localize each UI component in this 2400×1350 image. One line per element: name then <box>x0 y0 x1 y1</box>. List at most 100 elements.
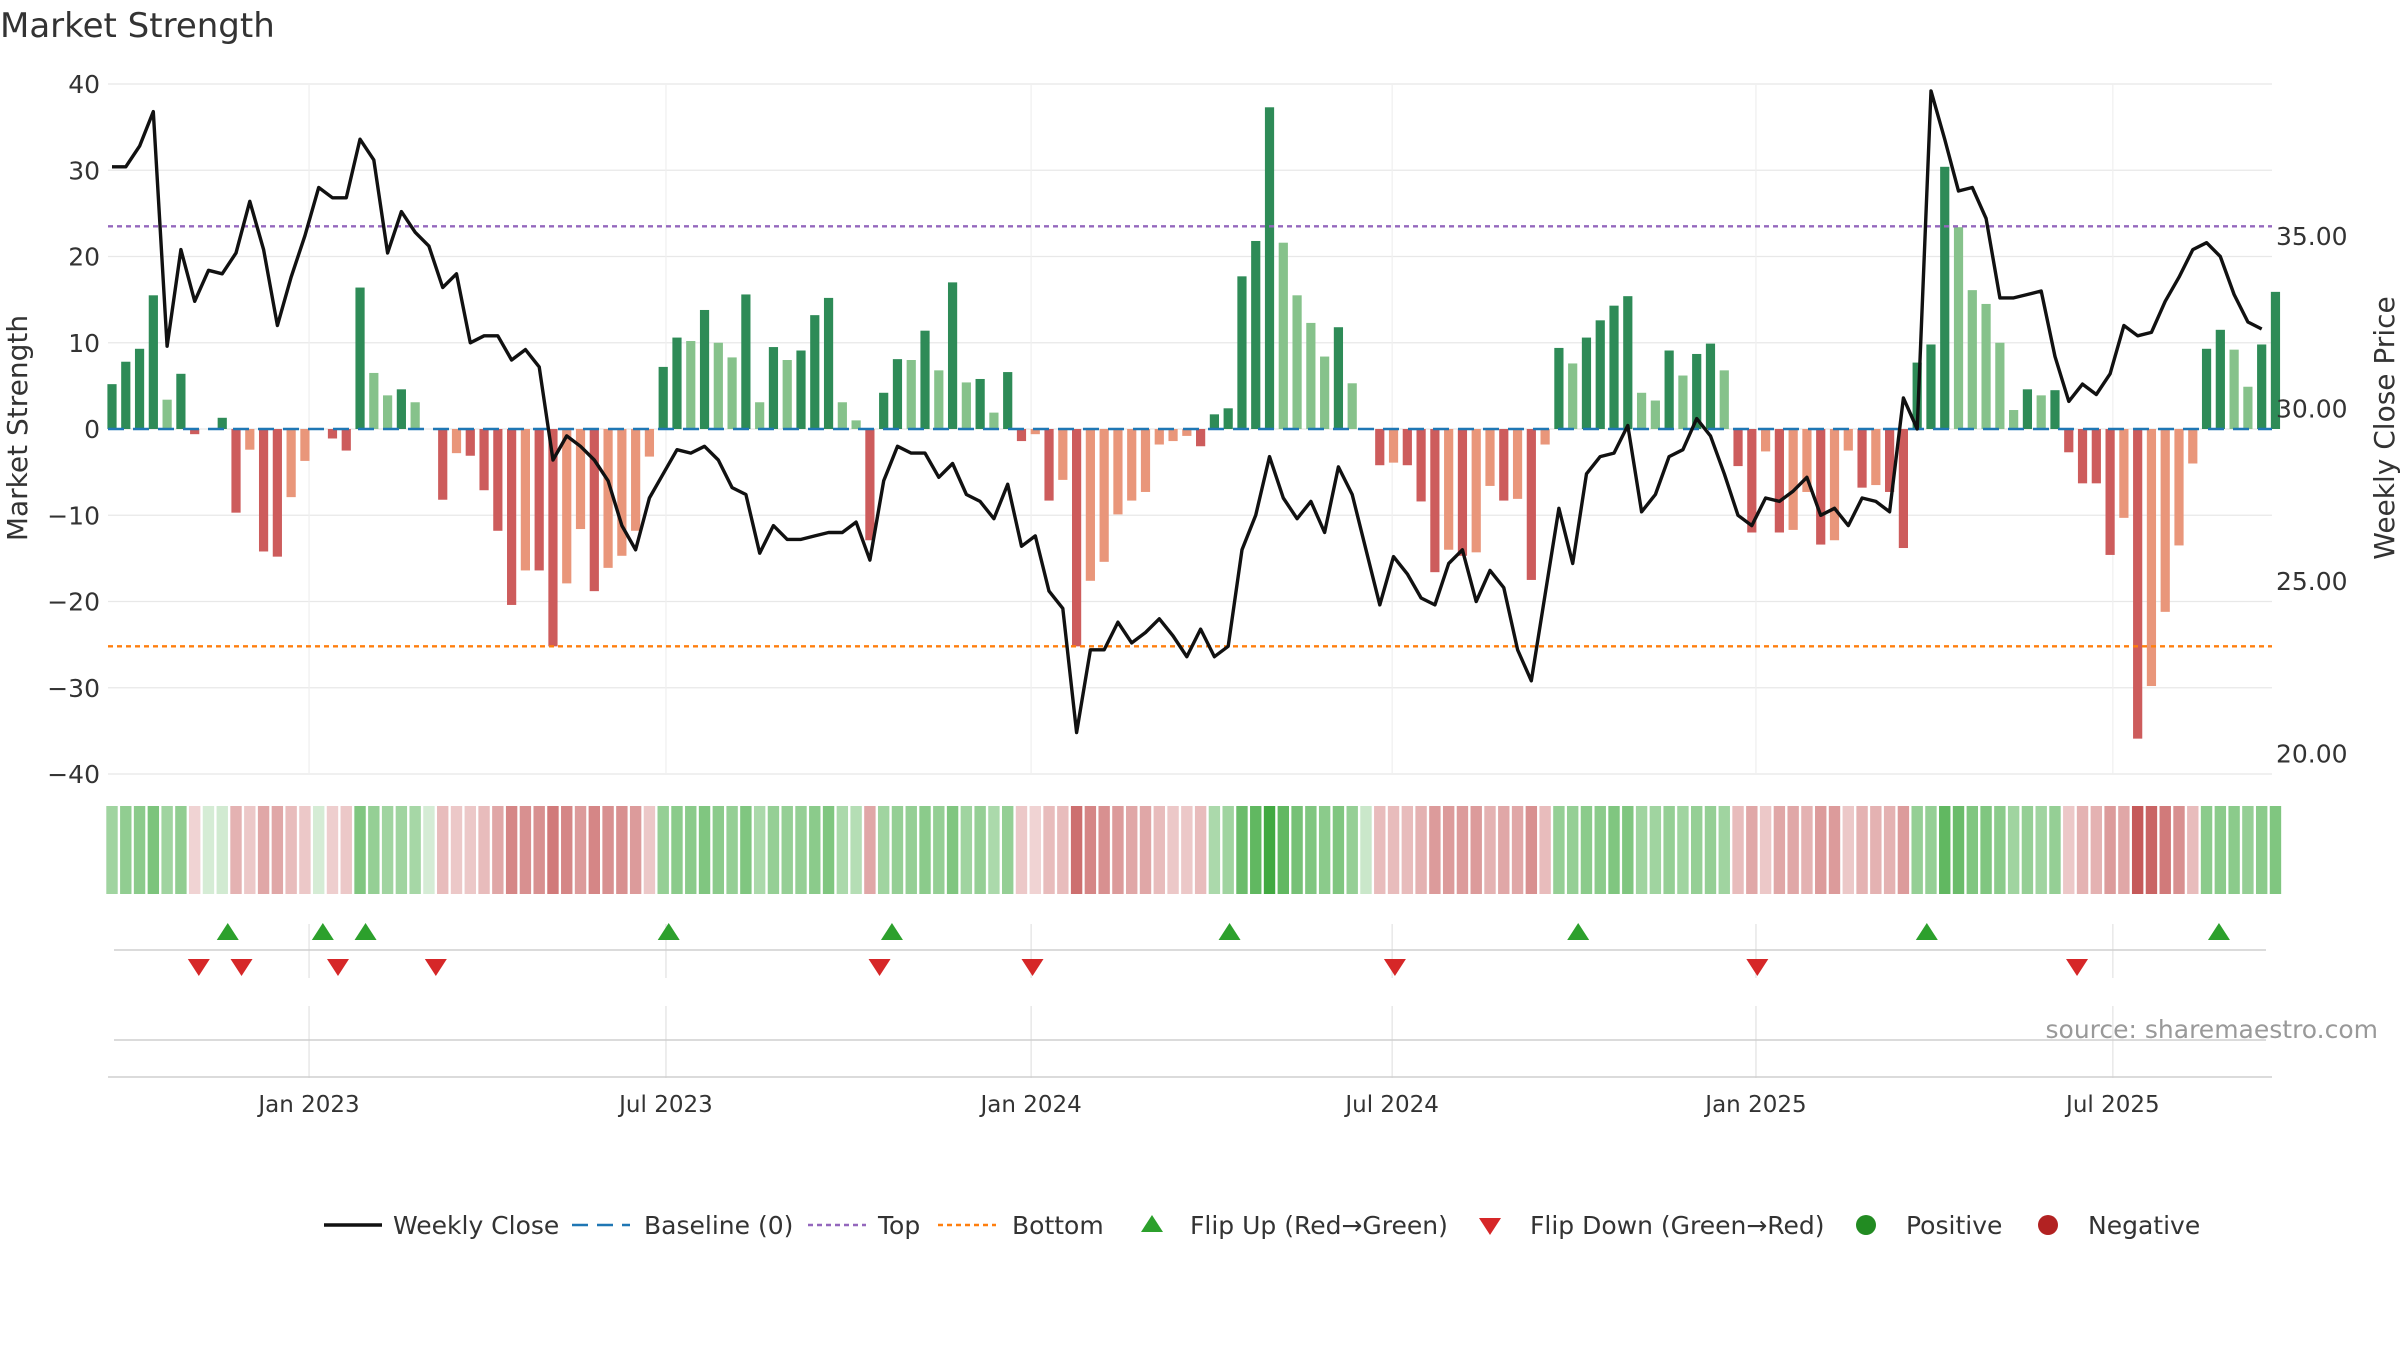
heat-cell <box>1842 806 1854 894</box>
strength-bar <box>1085 429 1095 581</box>
flip-down-marker <box>424 959 447 976</box>
strength-bar <box>2091 429 2101 484</box>
strength-bar <box>2009 410 2019 429</box>
heat-cell <box>395 806 408 894</box>
strength-bar <box>1237 276 1247 429</box>
strength-bar <box>1788 429 1798 530</box>
strength-bar <box>796 350 806 429</box>
heat-cell <box>1043 806 1055 894</box>
strength-bar <box>2022 389 2033 429</box>
strength-bar <box>686 341 696 429</box>
heat-cell <box>1057 806 1069 894</box>
strength-bar <box>1650 400 1660 429</box>
legend-item-negative: Negative <box>2038 1211 2200 1240</box>
strength-bar <box>1568 363 1578 429</box>
strength-bar <box>410 402 420 429</box>
flip-up-marker <box>1567 923 1590 940</box>
strength-bar <box>1816 429 1826 545</box>
heat-cell <box>299 806 311 894</box>
heat-cell <box>2076 806 2089 894</box>
heat-cell <box>836 806 849 894</box>
heat-cell <box>643 806 656 894</box>
strength-bar <box>810 315 820 429</box>
heat-cell <box>2200 806 2213 894</box>
heat-cell <box>1194 806 1207 894</box>
heat-cell <box>561 806 573 894</box>
flip-up-marker <box>2207 923 2230 940</box>
strength-bar <box>2243 386 2253 429</box>
legend-label: Baseline (0) <box>644 1211 793 1240</box>
strength-bar <box>1444 429 1454 550</box>
heat-cell <box>1732 806 1744 894</box>
heat-cell <box>1635 806 1648 894</box>
legend-swatch <box>1479 1218 1501 1235</box>
heat-cell <box>1222 806 1234 894</box>
strength-bar <box>1113 429 1123 515</box>
strength-bar <box>1320 356 1330 429</box>
heat-cell <box>795 806 807 894</box>
heat-cell <box>1263 806 1276 894</box>
heat-cell <box>230 806 242 894</box>
heat-cell <box>271 806 284 894</box>
strength-bar <box>975 378 985 429</box>
strength-bar <box>1333 327 1344 429</box>
strength-bar <box>989 412 999 429</box>
strength-bar <box>589 429 599 592</box>
heat-cell <box>2049 806 2061 894</box>
strength-bar <box>1388 429 1399 463</box>
heat-cell <box>781 806 793 894</box>
heat-cell <box>1126 806 1138 894</box>
heat-cell <box>1759 806 1772 894</box>
heat-cell <box>1897 806 1910 894</box>
strength-bar <box>1003 372 1013 429</box>
heat-cell <box>809 806 821 894</box>
y-tick-label: −20 <box>47 588 100 617</box>
heat-cell <box>202 806 215 894</box>
strength-bar <box>190 429 200 435</box>
legend-item-bottom: Bottom <box>938 1211 1104 1240</box>
strength-bar <box>2133 429 2143 739</box>
heat-cell <box>1484 806 1496 894</box>
strength-bar <box>534 429 544 571</box>
heat-cell <box>1070 806 1083 894</box>
heat-cell <box>1925 806 1937 894</box>
heat-strip <box>106 806 2282 894</box>
axes: 40 30 20 10 0 −10 −20 −30 −40 35.00 30.00 25.00 20.0… <box>47 70 2347 1118</box>
heat-cell <box>1498 806 1510 894</box>
heat-cell <box>616 806 628 894</box>
strength-bar <box>272 429 282 557</box>
heat-cell <box>1870 806 1882 894</box>
heat-cell <box>216 806 228 894</box>
strength-bar <box>1595 320 1605 429</box>
strength-bar <box>1871 429 1881 486</box>
heat-cell <box>1305 806 1317 894</box>
flip-markers <box>187 923 2230 976</box>
heat-cell <box>1966 806 1978 894</box>
heat-cell <box>519 806 532 894</box>
legend-swatch <box>1141 1215 1163 1232</box>
strength-bar <box>479 429 489 491</box>
heat-cell <box>1167 806 1179 894</box>
heat-cell <box>1291 806 1303 894</box>
heat-cell <box>2242 806 2254 894</box>
heat-cell <box>1787 806 1799 894</box>
strength-bar <box>341 429 351 451</box>
x-tick-label: Jul 2024 <box>1343 1092 1439 1118</box>
strength-bar <box>961 382 971 429</box>
strength-bar <box>1196 429 1206 447</box>
heat-cell <box>1153 806 1165 894</box>
strength-bar <box>2064 429 2074 453</box>
y-tick-label: −30 <box>47 674 100 703</box>
heat-cell <box>533 806 545 894</box>
heat-cell <box>1994 806 2006 894</box>
strength-bar <box>327 429 338 439</box>
strength-bar <box>837 402 847 429</box>
heat-cell <box>1622 806 1634 894</box>
heat-cell <box>1691 806 1703 894</box>
x-tick-label: Jan 2023 <box>256 1092 359 1118</box>
strength-bar <box>134 348 145 429</box>
heat-cell <box>974 806 986 894</box>
strength-bar <box>2174 429 2184 546</box>
strength-bar <box>438 429 448 500</box>
heat-cell <box>1318 806 1331 894</box>
